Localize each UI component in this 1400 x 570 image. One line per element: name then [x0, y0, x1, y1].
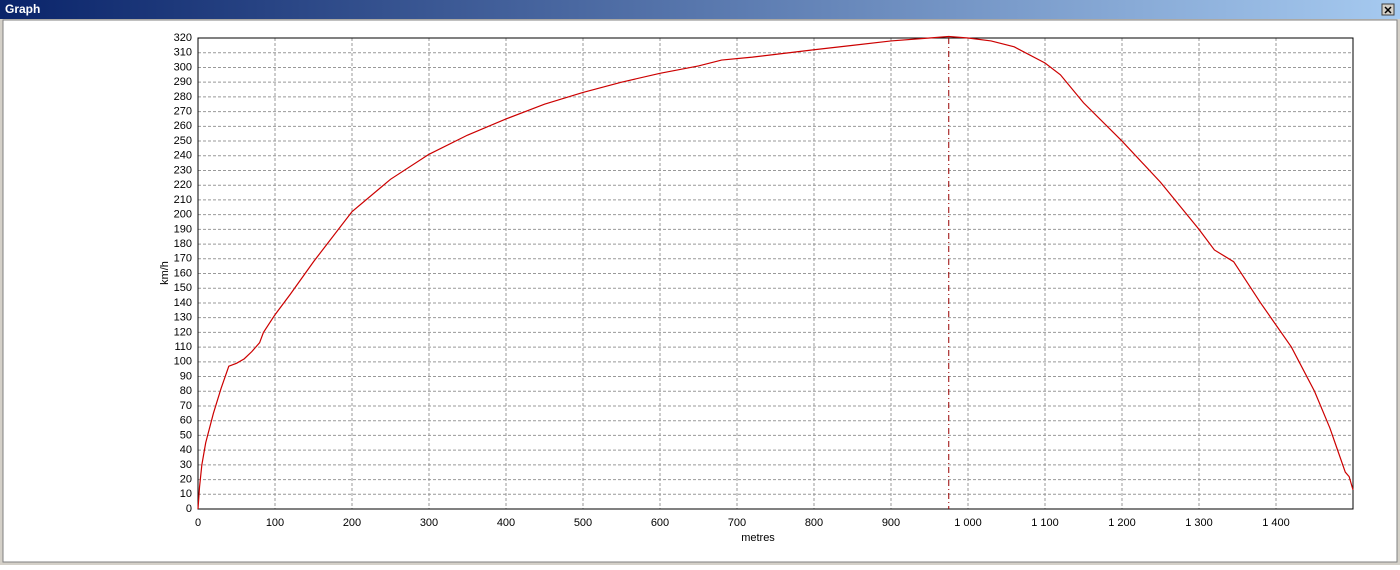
x-tick-label: 1 000 — [954, 517, 982, 529]
y-tick-label: 170 — [174, 253, 192, 265]
y-tick-label: 230 — [174, 164, 192, 176]
x-tick-label: 1 200 — [1108, 517, 1136, 529]
x-tick-label: 300 — [420, 517, 438, 529]
y-tick-label: 50 — [180, 429, 192, 441]
x-tick-label: 600 — [651, 517, 669, 529]
x-tick-label: 800 — [805, 517, 823, 529]
data-line — [197, 35, 1354, 510]
y-tick-label: 180 — [174, 238, 192, 250]
window-title: Graph — [5, 2, 40, 16]
y-tick-label: 20 — [180, 473, 192, 485]
y-tick-label: 190 — [174, 223, 192, 235]
y-tick-label: 220 — [174, 179, 192, 191]
y-tick-label: 30 — [180, 459, 192, 471]
y-tick-label: 250 — [174, 135, 192, 147]
x-tick-label: 1 400 — [1262, 517, 1290, 529]
y-tick-label: 280 — [174, 91, 192, 103]
x-tick-label: 1 100 — [1031, 517, 1059, 529]
y-tick-label: 10 — [180, 488, 192, 500]
graph-panel — [2, 19, 1398, 563]
x-tick-label: 500 — [574, 517, 592, 529]
x-tick-label: 700 — [728, 517, 746, 529]
y-tick-label: 300 — [174, 61, 192, 73]
x-tick-label: 1 300 — [1185, 517, 1213, 529]
y-tick-label: 100 — [174, 356, 192, 368]
y-tick-label: 150 — [174, 282, 192, 294]
y-tick-label: 240 — [174, 150, 192, 162]
y-axis-label: km/h — [159, 261, 171, 285]
y-tick-label: 320 — [174, 32, 192, 44]
y-tick-label: 60 — [180, 415, 192, 427]
x-tick-label: 100 — [266, 517, 284, 529]
y-tick-label: 130 — [174, 312, 192, 324]
y-tick-label: 140 — [174, 297, 192, 309]
y-tick-label: 260 — [174, 120, 192, 132]
y-tick-label: 70 — [180, 400, 192, 412]
title-bar — [0, 0, 1400, 19]
x-tick-label: 0 — [195, 517, 201, 529]
y-tick-label: 110 — [174, 341, 192, 353]
close-button[interactable] — [1381, 3, 1395, 16]
x-axis-label: metres — [741, 532, 775, 544]
y-tick-label: 210 — [174, 194, 192, 206]
x-tick-label: 900 — [882, 517, 900, 529]
y-tick-label: 120 — [174, 326, 192, 338]
y-tick-label: 90 — [180, 370, 192, 382]
y-tick-label: 160 — [174, 267, 192, 279]
x-tick-label: 200 — [343, 517, 361, 529]
x-tick-label: 400 — [497, 517, 515, 529]
y-tick-label: 200 — [174, 209, 192, 221]
y-tick-label: 290 — [174, 76, 192, 88]
y-tick-label: 270 — [174, 106, 192, 118]
y-tick-label: 80 — [180, 385, 192, 397]
y-tick-label: 40 — [180, 444, 192, 456]
y-tick-label: 0 — [186, 503, 192, 515]
y-tick-label: 310 — [174, 47, 192, 59]
plot-frame — [197, 37, 1354, 510]
